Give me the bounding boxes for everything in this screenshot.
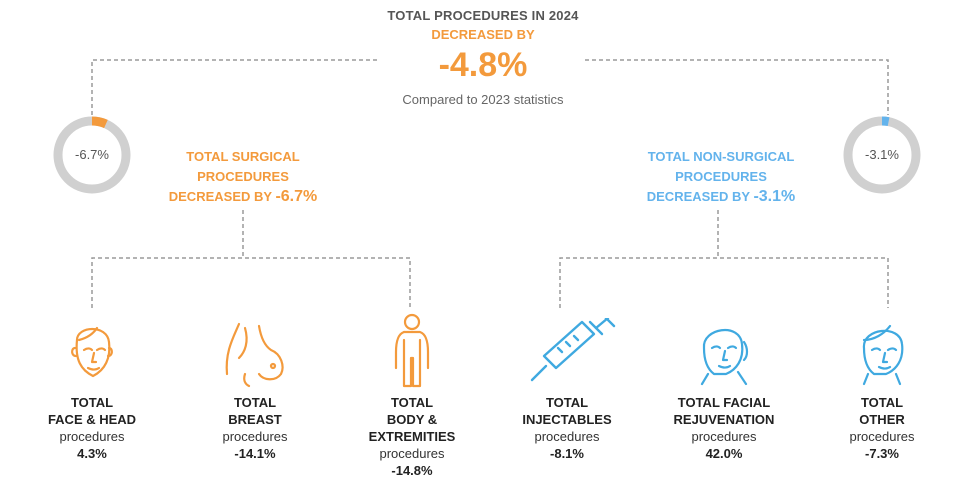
category-value: -14.8%: [391, 463, 433, 478]
face-other-icon: [862, 324, 904, 386]
breast-icon: [225, 322, 284, 388]
category-title-line1: TOTAL: [860, 395, 904, 410]
category-procedures-label: procedures: [849, 429, 915, 444]
category-other: TOTAL OTHER procedures -7.3%: [812, 394, 952, 462]
surgical-label-line2: PROCEDURES: [197, 169, 289, 184]
surgical-group-label: TOTAL SURGICAL PROCEDURES DECREASED BY -…: [133, 147, 353, 207]
surgical-label-line1: TOTAL SURGICAL: [186, 149, 300, 164]
nonsurgical-ring-fill: [843, 116, 921, 194]
nonsurgical-group-label: TOTAL NON-SURGICAL PROCEDURES DECREASED …: [606, 147, 836, 207]
nonsurgical-label-line3: DECREASED BY -3.1%: [606, 187, 836, 207]
category-title-line2: BODY &: [386, 412, 438, 427]
category-title-line2: REJUVENATION: [673, 412, 775, 427]
category-face-head: TOTAL FACE & HEAD procedures 4.3%: [22, 394, 162, 462]
face-head-icon: [71, 326, 113, 378]
category-procedures-label: procedures: [379, 446, 445, 461]
nonsurgical-label-line1: TOTAL NON-SURGICAL: [647, 149, 795, 164]
category-title-line2: BREAST: [228, 412, 282, 427]
category-body-extremities: TOTAL BODY & EXTREMITIES procedures -14.…: [342, 394, 482, 479]
surgical-ring: [53, 116, 131, 194]
category-title-line2: OTHER: [859, 412, 905, 427]
total-change-value: -4.8%: [438, 46, 528, 84]
category-title-line1: TOTAL: [390, 395, 434, 410]
category-title-line1: TOTAL: [233, 395, 277, 410]
category-breast: TOTAL BREAST procedures -14.1%: [185, 394, 325, 462]
category-title-line2: INJECTABLES: [522, 412, 612, 427]
nonsurgical-decreased-value: -3.1%: [753, 188, 796, 205]
category-procedures-label: procedures: [59, 429, 125, 444]
body-icon: [394, 313, 430, 388]
category-value: 4.3%: [77, 446, 107, 461]
surgical-ring-value: -6.7%: [75, 147, 109, 162]
surgical-decreased-prefix: DECREASED BY: [168, 189, 272, 204]
nonsurgical-ring-value: -3.1%: [865, 147, 899, 162]
category-value: 42.0%: [705, 446, 743, 461]
category-value: -8.1%: [550, 446, 584, 461]
category-facial-rejuvenation: TOTAL FACIAL REJUVENATION procedures 42.…: [654, 394, 794, 462]
nonsurgical-ring: [843, 116, 921, 194]
surgical-label-line3: DECREASED BY -6.7%: [133, 187, 353, 207]
category-title-line2: FACE & HEAD: [47, 412, 137, 427]
decreased-by-label: DECREASED BY: [431, 27, 535, 42]
category-injectables: TOTAL INJECTABLES procedures -8.1%: [497, 394, 637, 462]
comparison-note: Compared to 2023 statistics: [402, 92, 564, 107]
category-title-line1: TOTAL: [545, 395, 589, 410]
category-title-line1: TOTAL FACIAL: [677, 395, 771, 410]
category-title-line1: TOTAL: [70, 395, 114, 410]
category-procedures-label: procedures: [222, 429, 288, 444]
nonsurgical-label-line2: PROCEDURES: [675, 169, 767, 184]
category-procedures-label: procedures: [534, 429, 600, 444]
category-title-line3: EXTREMITIES: [368, 429, 456, 444]
category-procedures-label: procedures: [691, 429, 757, 444]
surgical-decreased-value: -6.7%: [275, 188, 318, 205]
category-value: -14.1%: [234, 446, 276, 461]
nonsurgical-decreased-prefix: DECREASED BY: [646, 189, 750, 204]
syringe-icon: [530, 318, 616, 382]
face-rejuvenation-icon: [700, 328, 749, 386]
surgical-ring-fill: [53, 116, 131, 194]
category-value: -7.3%: [865, 446, 899, 461]
total-procedures-title: TOTAL PROCEDURES IN 2024: [387, 8, 579, 23]
